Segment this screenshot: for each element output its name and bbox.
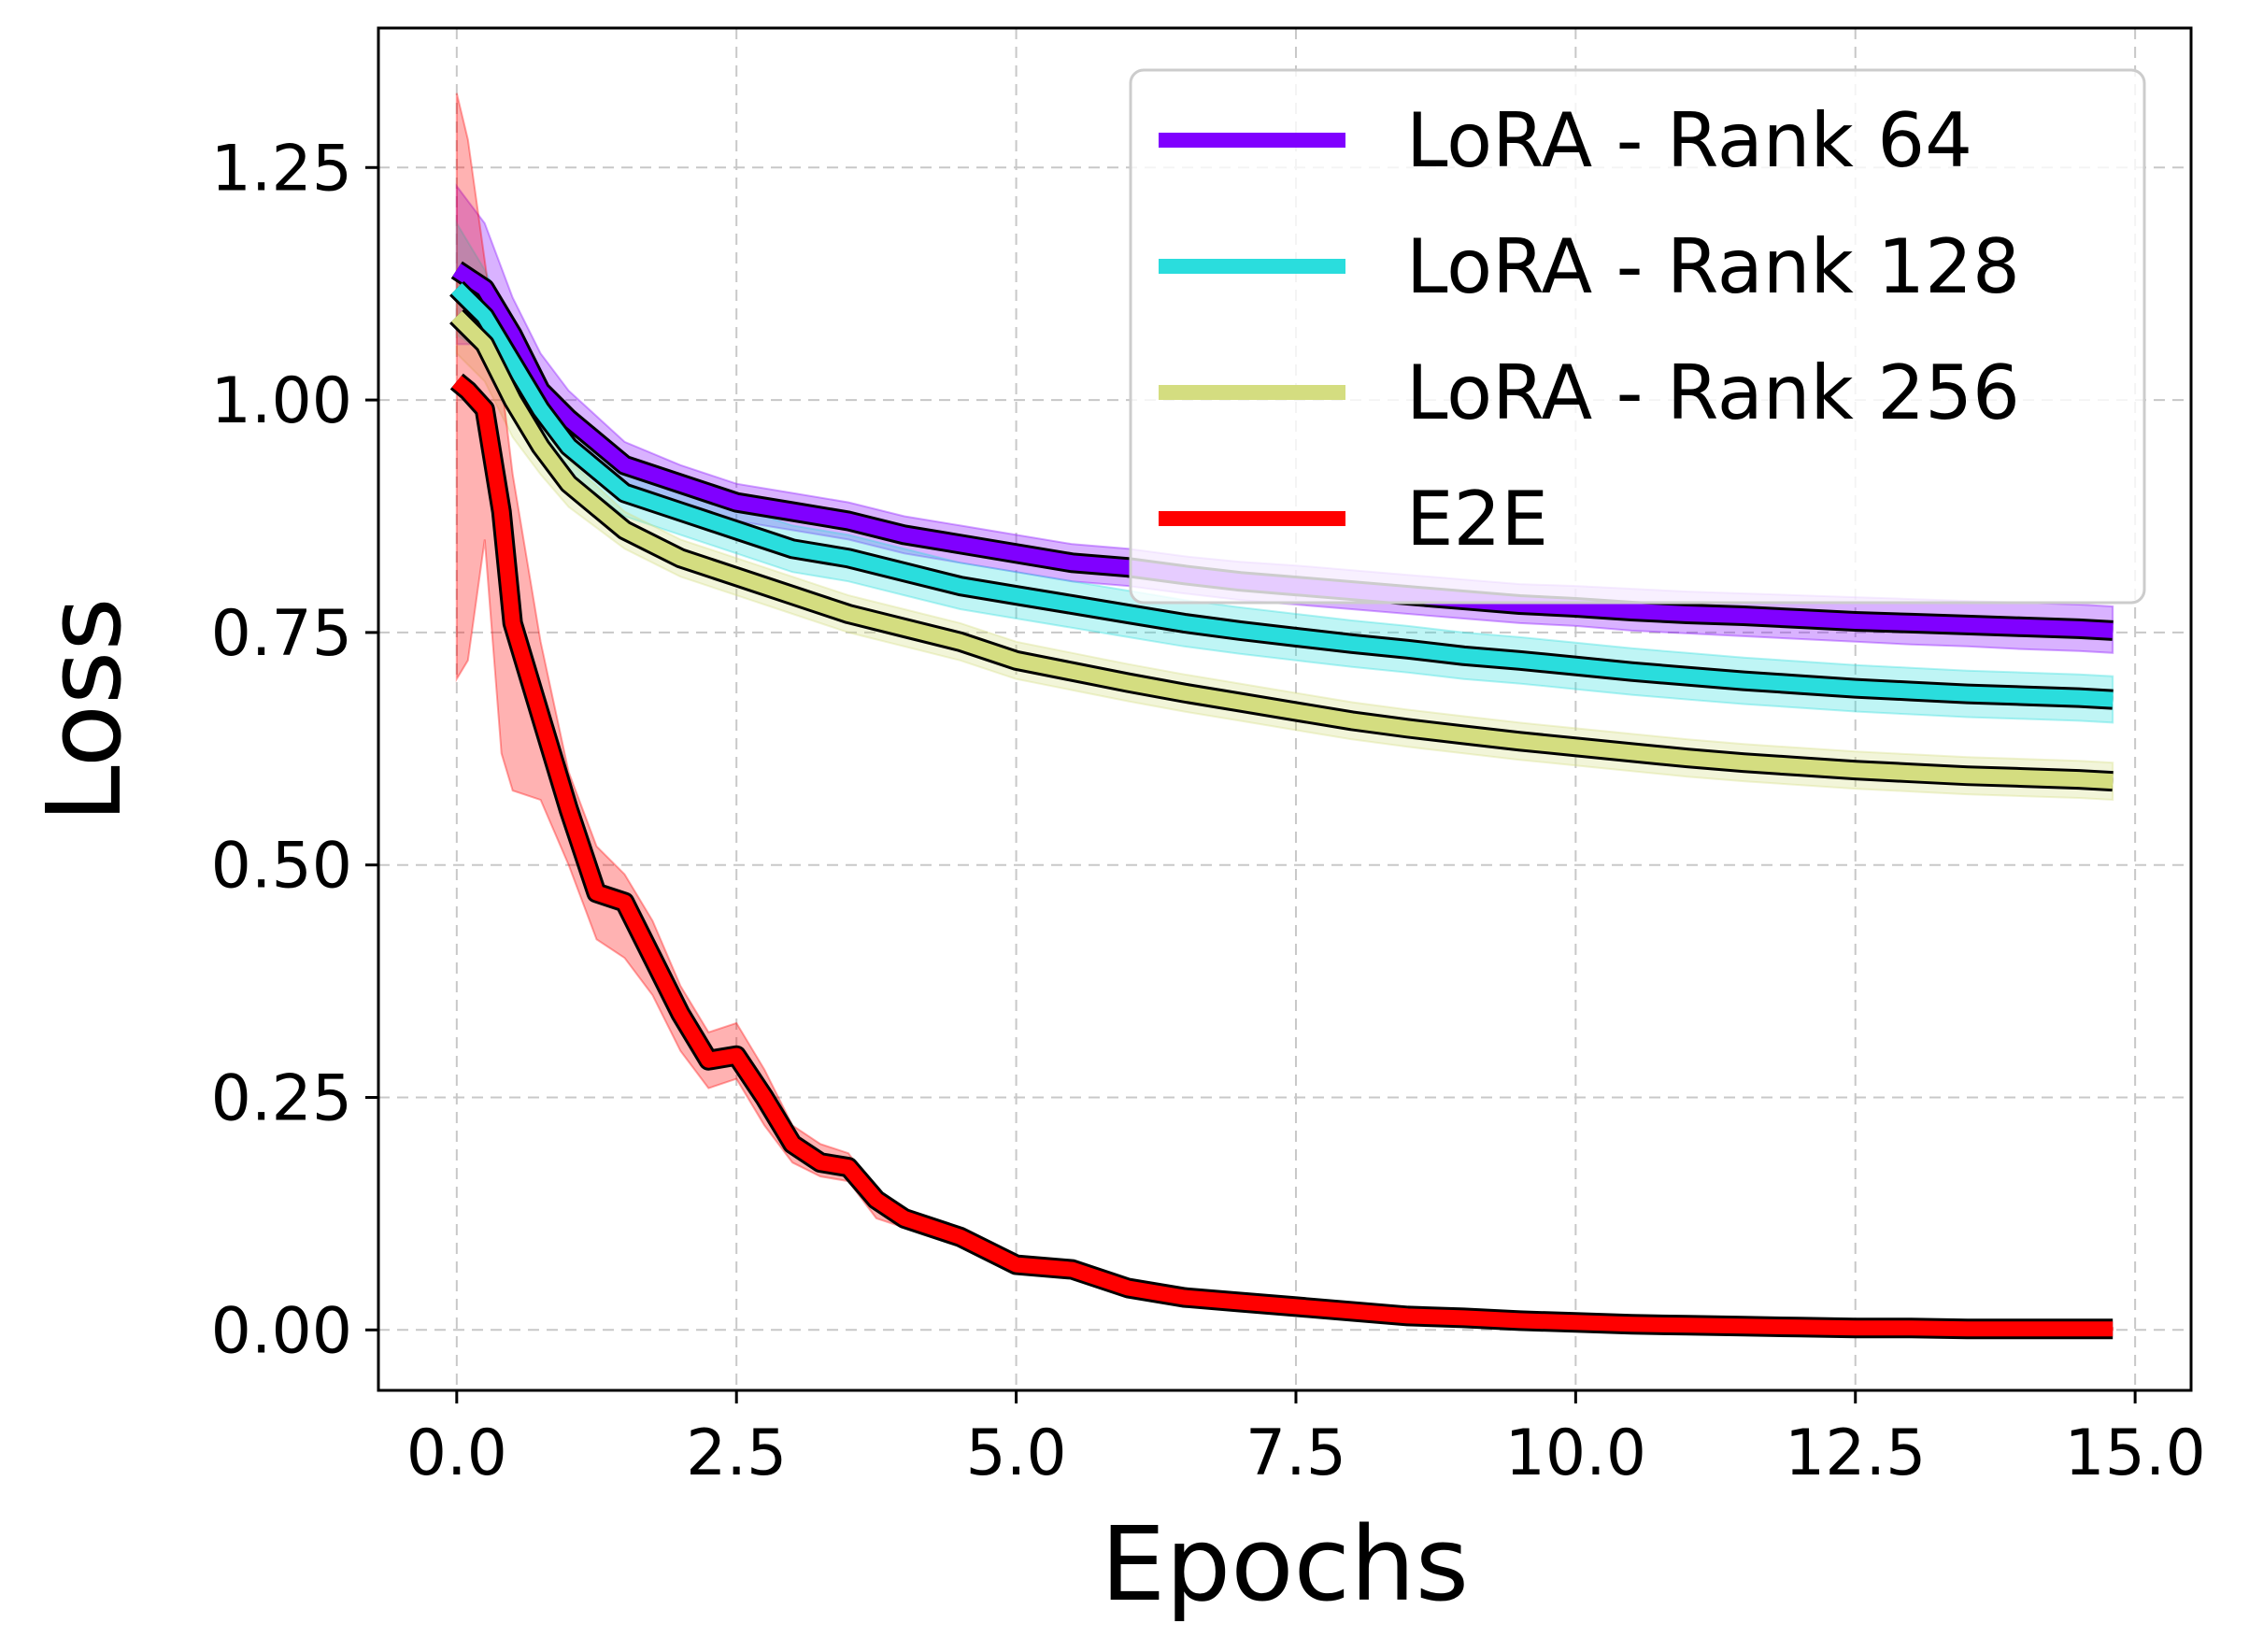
y-tick-label: 0.75 — [211, 597, 352, 671]
plot-frame — [377, 26, 2193, 1392]
x-tick-label: 2.5 — [686, 1417, 787, 1490]
legend-box — [1129, 68, 2146, 605]
x-tick-label: 7.5 — [1245, 1417, 1346, 1490]
x-tick-label: 5.0 — [966, 1417, 1067, 1490]
x-tick-label: 10.0 — [1505, 1417, 1646, 1490]
y-tick-label: 1.00 — [211, 364, 352, 438]
legend-label-rank-128: LoRA - Rank 128 — [1406, 223, 2020, 310]
line-lora-rank-128 — [451, 283, 2114, 707]
y-tick-label: 0.50 — [211, 830, 352, 904]
legend-label-e2e: E2E — [1406, 476, 1548, 563]
band-lora-rank-256 — [455, 266, 2114, 802]
axis-ticks: 0.0 2.5 5.0 7.5 10.0 12.5 15.0 0.00 0.25 0.50 0.75… — [211, 132, 2206, 1490]
y-axis-title: Loss — [24, 597, 144, 822]
x-axis-title: Epochs — [1101, 1504, 1469, 1624]
y-tick-label: 1.25 — [211, 132, 352, 206]
legend-label-rank-256: LoRA - Rank 256 — [1406, 349, 2020, 436]
x-tick-label: 12.5 — [1785, 1417, 1926, 1490]
line-e2e — [451, 376, 2114, 1337]
y-tick-label: 0.00 — [211, 1294, 352, 1368]
band-lora-rank-128 — [455, 220, 2114, 724]
line-lora-rank-256 — [451, 310, 2114, 790]
x-tick-label: 0.0 — [406, 1417, 507, 1490]
legend: LoRA - Rank 64 LoRA - Rank 128 LoRA - Ra… — [1129, 68, 2146, 605]
y-tick-label: 0.25 — [211, 1062, 352, 1136]
legend-label-rank-64: LoRA - Rank 64 — [1406, 97, 1972, 184]
x-tick-label: 15.0 — [2064, 1417, 2205, 1490]
